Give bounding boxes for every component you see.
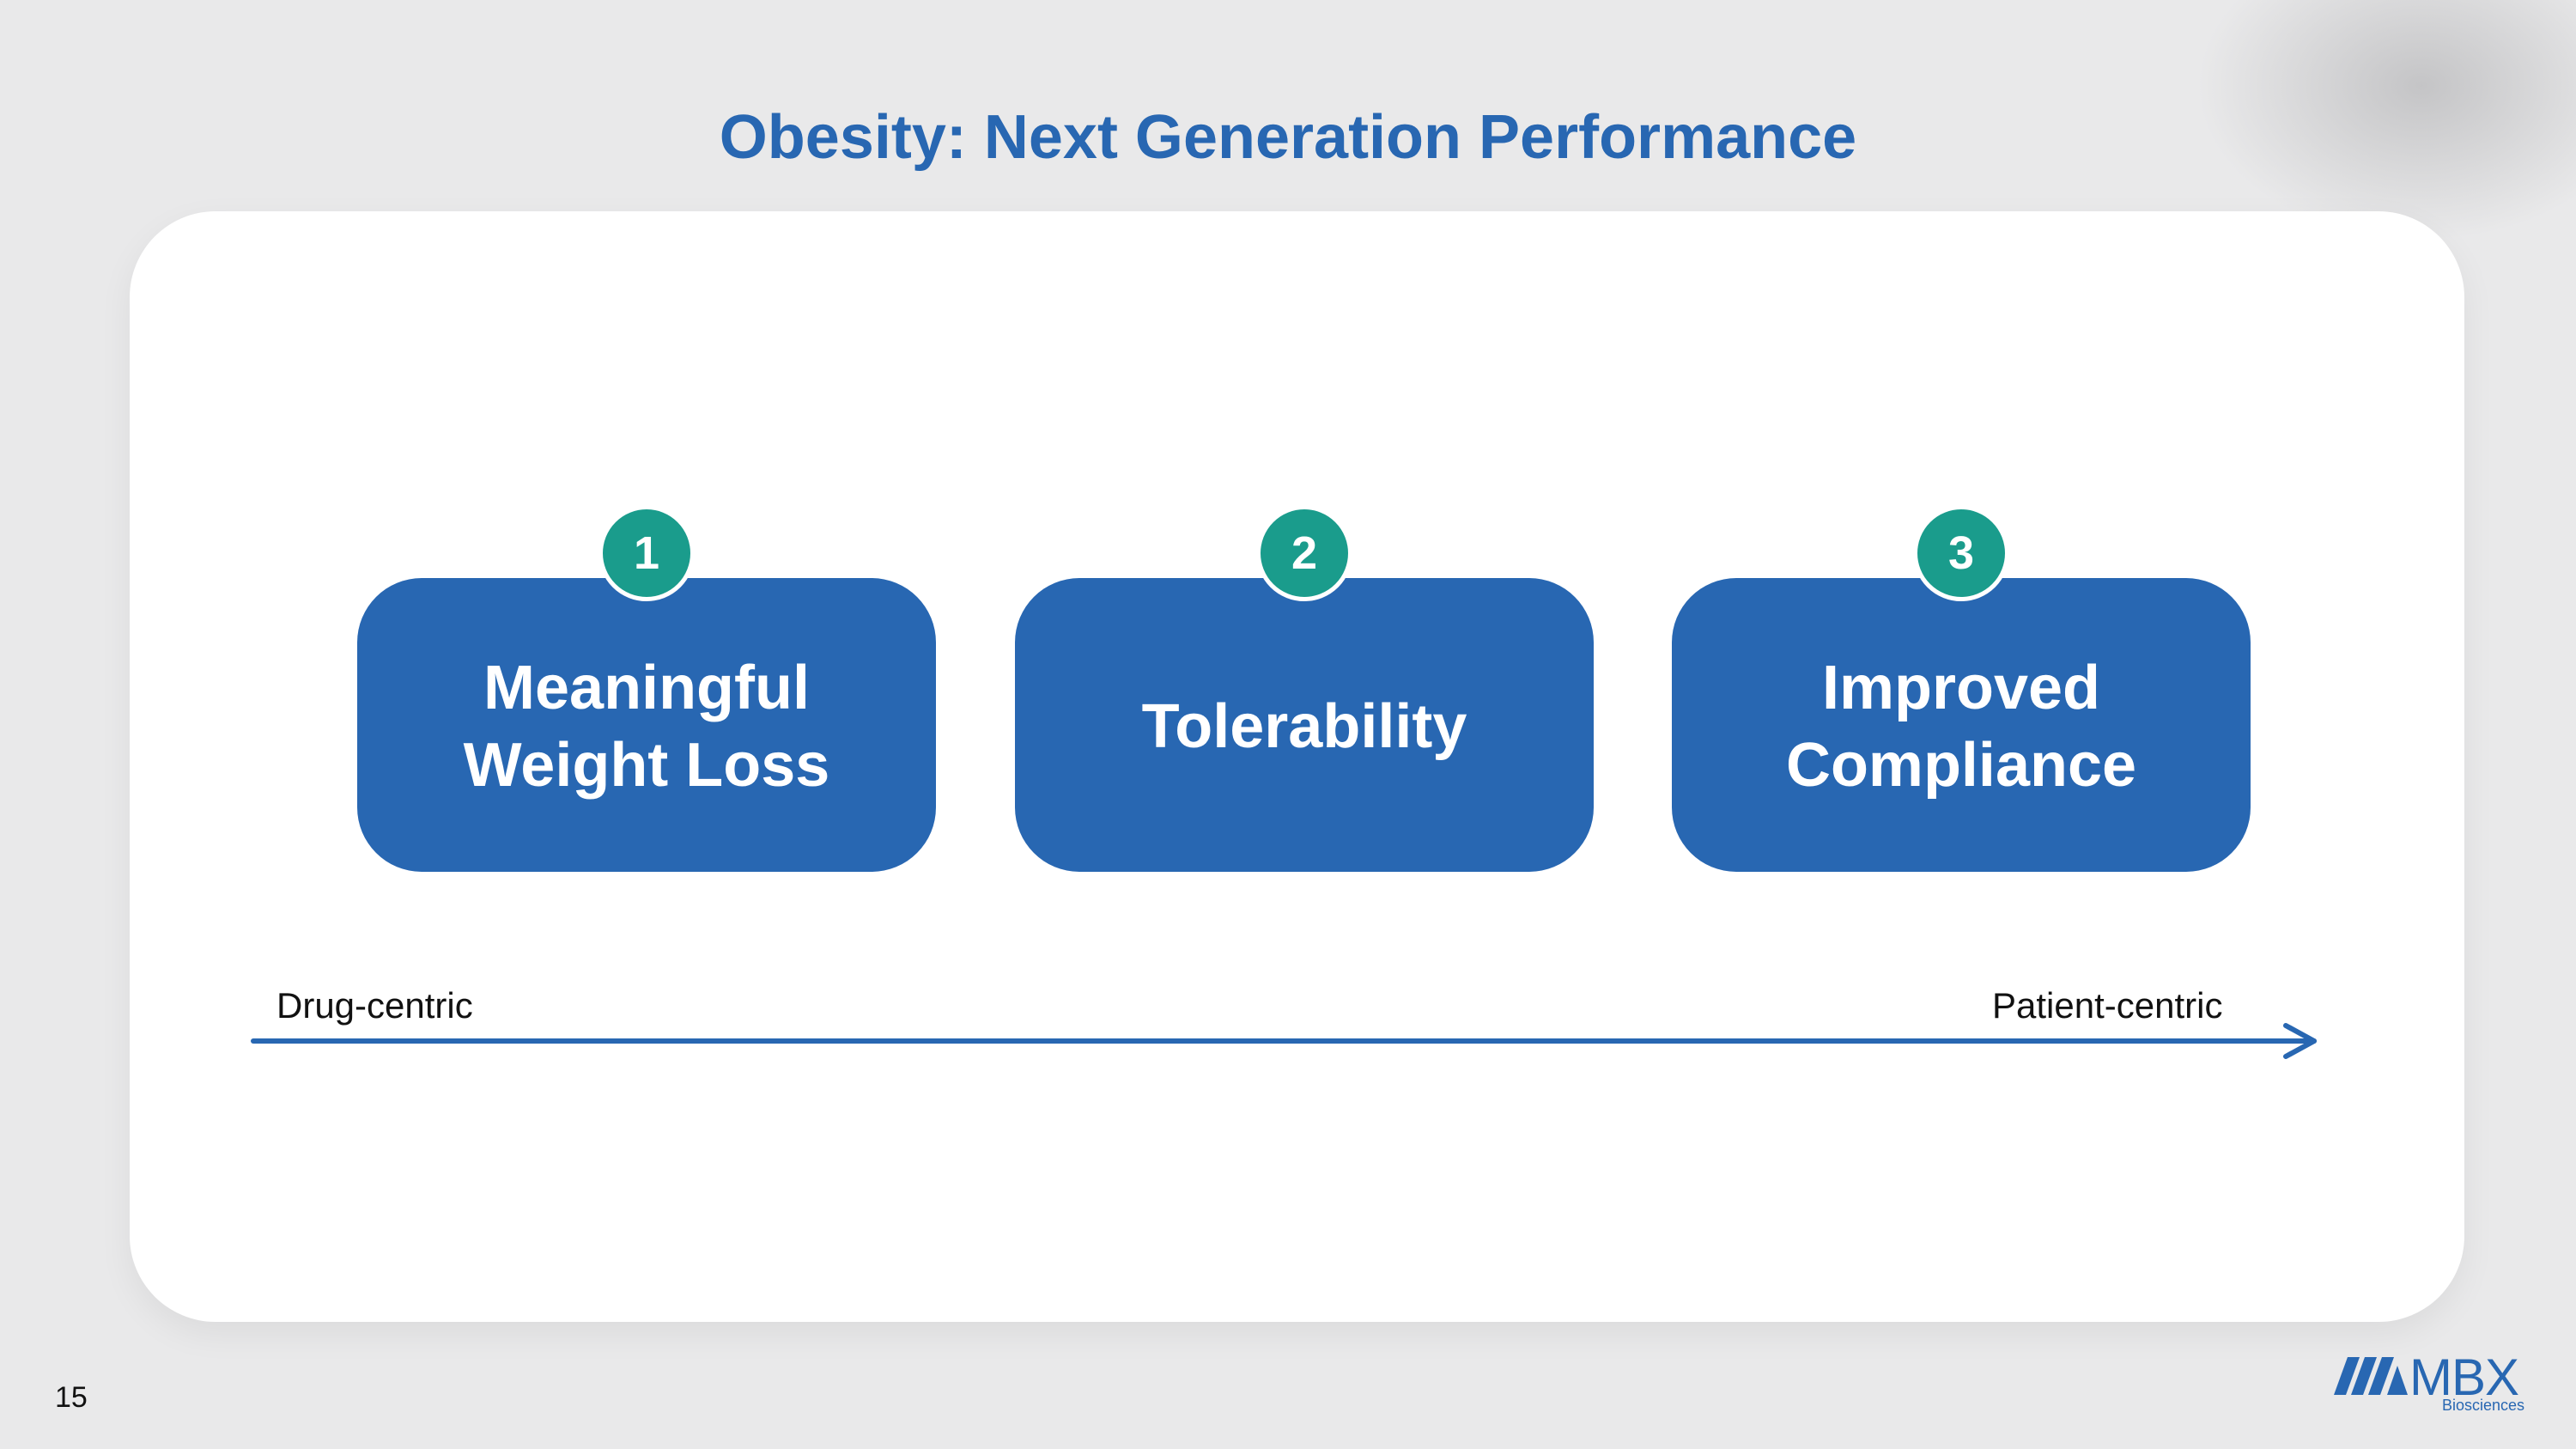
scale-left-label: Drug-centric — [276, 985, 473, 1026]
slide-title: Obesity: Next Generation Performance — [719, 103, 1857, 172]
step-label: Tolerability — [1141, 692, 1467, 761]
step-box-weight-loss: Meaningful Weight Loss — [357, 578, 936, 872]
step-label: Improved Compliance — [1785, 654, 2137, 800]
scale-arrow — [251, 1023, 2317, 1059]
step-box-tolerability: Tolerability — [1015, 578, 1594, 872]
step-label: Meaningful Weight Loss — [463, 654, 830, 800]
step-badge-2: 2 — [1256, 505, 1352, 601]
step-badge-3: 3 — [1913, 505, 2009, 601]
logo-mark-icon — [2334, 1357, 2408, 1395]
scale-right-label: Patient-centric — [1992, 985, 2223, 1026]
logo-wordmark: MBX — [2409, 1349, 2519, 1406]
company-logo: MBX Biosciences — [2334, 1349, 2531, 1414]
arrow-head-icon — [2283, 1023, 2317, 1059]
step-badge-1: 1 — [598, 505, 695, 601]
step-box-compliance: Improved Compliance — [1672, 578, 2251, 872]
page-number: 15 — [55, 1381, 88, 1414]
logo-subtitle: Biosciences — [2442, 1397, 2525, 1414]
